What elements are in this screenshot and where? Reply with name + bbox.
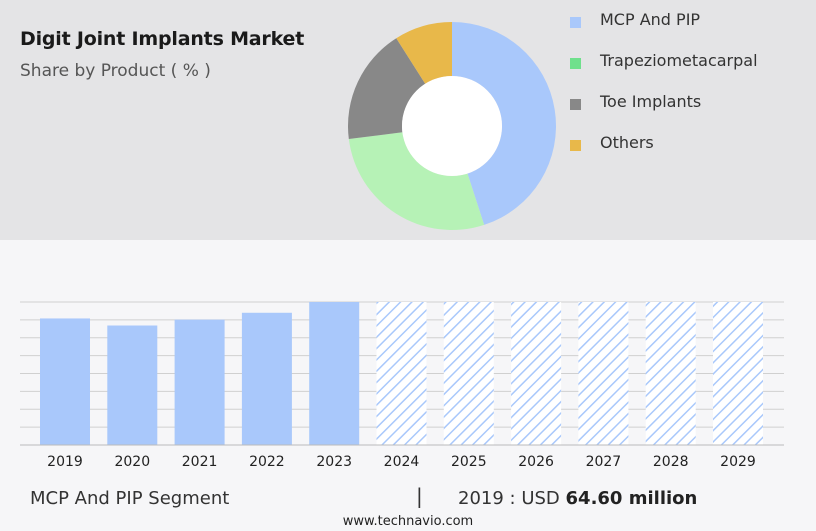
x-tick-label: 2025 <box>451 454 487 470</box>
forecast-bar-2025 <box>443 302 494 445</box>
donut-slice-toe-implants <box>348 38 426 140</box>
donut-chart <box>348 21 557 230</box>
donut-hole <box>402 76 502 176</box>
x-tick-label: 2027 <box>586 454 622 470</box>
x-tick-label: 2024 <box>384 454 420 470</box>
bar-2023 <box>309 302 360 445</box>
value-prefix: 2019 : USD <box>458 488 560 509</box>
segment-value: 2019 : USD 64.60 million <box>458 488 697 509</box>
chart-subtitle: Share by Product ( % ) <box>20 61 211 81</box>
source-site: www.technavio.com <box>342 514 474 529</box>
legend-label: Others <box>600 133 654 152</box>
legend-swatch <box>570 17 581 28</box>
bar-2019 <box>40 318 90 445</box>
x-tick-label: 2019 <box>47 454 83 470</box>
donut-slice-others <box>396 22 452 84</box>
x-tick-label: 2021 <box>182 454 218 470</box>
forecast-bar-2024 <box>376 302 427 445</box>
x-tick-label: 2028 <box>653 454 689 470</box>
x-tick-label: 2026 <box>518 454 554 470</box>
forecast-bar-2028 <box>645 302 696 445</box>
forecast-bar-2026 <box>511 302 562 445</box>
footer-separator: | <box>416 484 423 508</box>
x-tick-label: 2029 <box>720 454 756 470</box>
donut-slice-trapeziometacarpal <box>348 132 485 230</box>
legend-swatch <box>570 140 581 151</box>
x-tick-label: 2022 <box>249 454 285 470</box>
chart-title: Digit Joint Implants Market <box>20 28 305 50</box>
legend-label: Trapeziometacarpal <box>600 51 758 70</box>
bar-chart: 2019 2020 2021 2022 2023 2024 2025 2026 2027 2028… <box>20 301 784 470</box>
legend-label: MCP And PIP <box>600 10 701 29</box>
legend-swatch <box>570 99 581 110</box>
x-tick-label: 2020 <box>114 454 150 470</box>
forecast-bar-2027 <box>578 302 629 445</box>
segment-label: MCP And PIP Segment <box>30 488 230 509</box>
legend-label: Toe Implants <box>600 92 702 111</box>
x-tick-label: 2023 <box>316 454 352 470</box>
value-amount: 64.60 million <box>565 488 698 509</box>
forecast-bar-2029 <box>713 302 763 445</box>
donut-slice-mcp-and-pip <box>452 21 557 225</box>
bar-2021 <box>174 319 225 445</box>
bar-2022 <box>241 312 292 445</box>
legend-swatch <box>570 58 581 69</box>
bar-2020 <box>107 325 158 445</box>
